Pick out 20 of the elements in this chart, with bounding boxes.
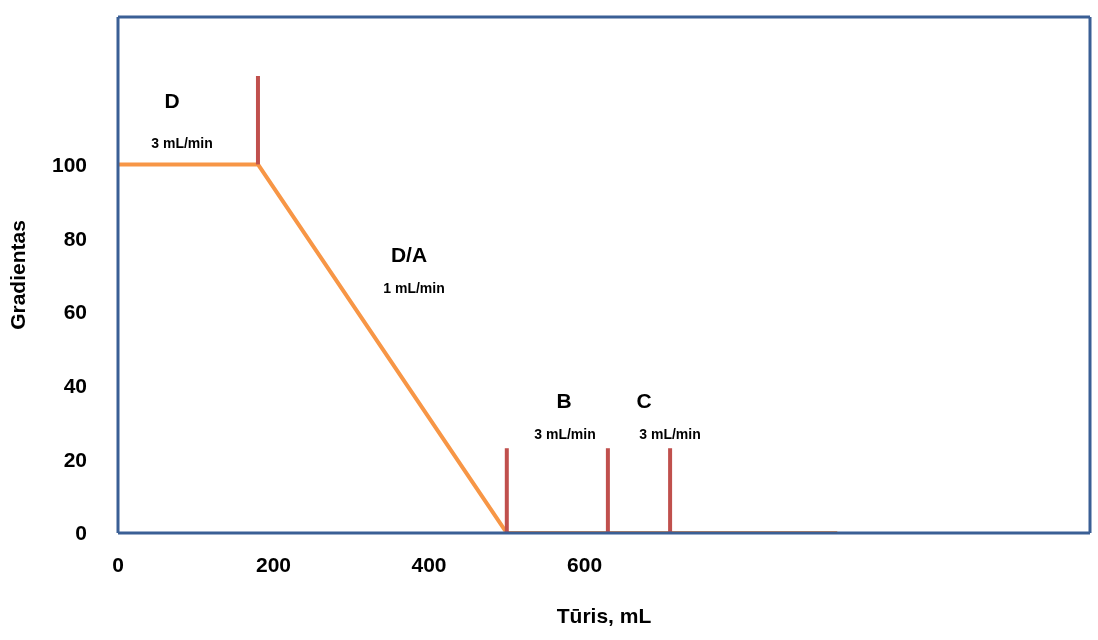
x-tick-label: 200 [256, 552, 292, 576]
annotation: 3 mL/min [151, 135, 213, 151]
annotation: 3 mL/min [534, 426, 596, 442]
annotation: 1 mL/min [383, 280, 445, 296]
x-axis-title: Tūris, mL [556, 604, 652, 627]
annotation: B [556, 389, 572, 413]
x-tick-label: 400 [411, 552, 447, 576]
x-tick-label: 600 [567, 552, 603, 576]
annotation: D/A [390, 243, 428, 267]
y-tick-label: 80 [63, 226, 87, 250]
y-tick-label: 0 [75, 521, 87, 545]
y-tick-label: 40 [63, 374, 87, 398]
y-tick-label: 60 [63, 300, 87, 324]
annotation: 3 mL/min [639, 426, 701, 442]
y-tick-label: 20 [63, 447, 87, 471]
y-axis-title: Gradientas [6, 220, 30, 330]
x-tick-label: 0 [112, 552, 124, 576]
y-tick-label: 100 [51, 152, 87, 176]
annotation: D [164, 89, 180, 113]
annotation: C [636, 389, 652, 413]
